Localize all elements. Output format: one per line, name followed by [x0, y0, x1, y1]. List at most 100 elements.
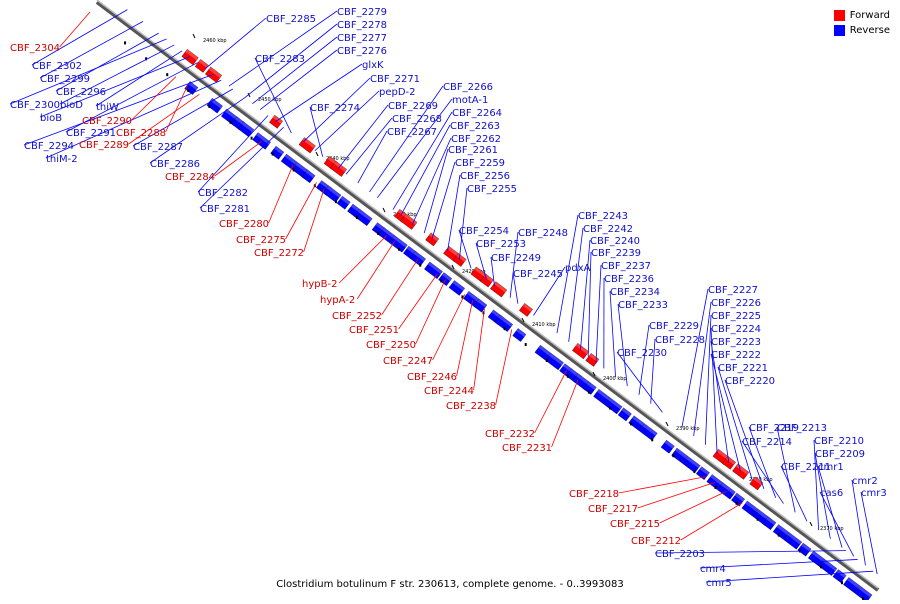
- forward-gene-label: CBF_2251: [349, 325, 399, 336]
- label-leader: [346, 118, 392, 174]
- forward-gene-label: CBF_2252: [332, 311, 382, 322]
- reverse-gene-label: CBF_2279: [337, 7, 387, 18]
- feature-mark: [398, 248, 400, 251]
- reverse-gene-label: cmr3: [861, 488, 887, 499]
- reverse-gene-label: CBF_2237: [601, 261, 651, 272]
- label-leader: [618, 304, 627, 386]
- feature-mark: [588, 391, 590, 394]
- forward-gene: [299, 137, 316, 153]
- feature-mark: [693, 470, 695, 473]
- reverse-gene-label: CBF_2299: [40, 74, 90, 85]
- feature-mark: [187, 89, 189, 92]
- feature-mark: [757, 518, 759, 521]
- reverse-gene-label: cmr2: [852, 476, 878, 487]
- label-leader: [286, 183, 317, 239]
- reverse-gene-label: CBF_2287: [133, 142, 183, 153]
- feature-mark: [377, 232, 379, 235]
- feature-mark: [440, 280, 442, 283]
- reverse-gene-label: CBF_2263: [450, 121, 500, 132]
- reverse-gene-label: CBF_2234: [610, 287, 660, 298]
- feature-mark: [335, 200, 337, 203]
- forward-gene-label: CBF_2272: [254, 248, 304, 259]
- forward-gene: [732, 464, 749, 480]
- label-leader: [781, 466, 807, 521]
- forward-gene-label: CBF_2244: [424, 386, 474, 397]
- reverse-gene-label: CBF_2240: [590, 236, 640, 247]
- reverse-gene: [253, 133, 271, 150]
- forward-gene: [426, 233, 439, 246]
- reverse-gene-label: CBF_2225: [711, 311, 761, 322]
- forward-gene-label: CBF_2217: [588, 504, 638, 515]
- feature-mark: [546, 359, 548, 362]
- label-leader: [552, 380, 579, 448]
- reverse-gene-label: CBF_2222: [711, 350, 761, 361]
- forward-gene: [269, 115, 282, 128]
- scale-tick: [316, 152, 318, 156]
- label-leader: [357, 241, 394, 299]
- scale-tick: [193, 34, 195, 38]
- forward-gene-label: CBF_2275: [236, 235, 286, 246]
- feature-mark: [356, 216, 358, 219]
- label-leader: [433, 294, 465, 360]
- label-leader: [304, 188, 325, 252]
- label-leader: [416, 280, 446, 344]
- reverse-gene-label: CBF_2214: [742, 437, 792, 448]
- legend: Forward Reverse: [834, 8, 890, 38]
- forward-gene: [195, 59, 208, 72]
- feature-mark: [736, 502, 738, 505]
- label-leader: [399, 274, 438, 329]
- forward-gene-label: CBF_2304: [10, 43, 60, 54]
- forward-gene-label: CBF_2246: [407, 372, 457, 383]
- feature-mark: [419, 264, 421, 267]
- label-leader: [269, 165, 293, 223]
- reverse-gene-label: CBF_2276: [337, 46, 387, 57]
- scale-tick-label: 2460 kbp: [203, 38, 227, 44]
- label-leader: [412, 138, 451, 224]
- reverse-gene-label: CBF_2254: [459, 226, 509, 237]
- label-leader: [619, 477, 707, 493]
- label-leader: [166, 86, 188, 133]
- feature-mark: [525, 343, 527, 346]
- reverse-gene-label: CBF_2261: [448, 145, 498, 156]
- reverse-gene-label: CBF_2282: [198, 188, 248, 199]
- reverse-gene-label: CBF_2248: [518, 228, 568, 239]
- reverse-gene-label: CBF_2245: [513, 269, 563, 280]
- label-leader: [861, 492, 877, 574]
- reverse-gene-label: CBF_2221: [718, 363, 768, 374]
- reverse-gene-label: CBF_2296: [56, 87, 106, 98]
- forward-gene-label: CBF_2288: [116, 128, 166, 139]
- forward-gene-label: CBF_2238: [446, 401, 496, 412]
- feature-mark: [229, 121, 231, 124]
- reverse-gene-label: pdxA: [565, 263, 591, 274]
- reverse-gene: [449, 280, 465, 295]
- forward-gene-label: CBF_2290: [82, 116, 132, 127]
- forward-gene-label: CBF_2280: [219, 219, 269, 230]
- scale-tick-label: 2390 kbp: [676, 426, 700, 432]
- reverse-gene: [513, 328, 526, 341]
- feature-mark: [778, 534, 780, 537]
- forward-swatch: [834, 10, 845, 21]
- label-leader: [252, 37, 337, 104]
- forward-gene-label: CBF_2232: [485, 429, 535, 440]
- feature-mark: [251, 137, 253, 140]
- feature-mark: [672, 454, 674, 457]
- label-leader: [132, 77, 176, 120]
- forward-gene: [490, 282, 507, 298]
- reverse-gene-label: pepD-2: [379, 87, 416, 98]
- forward-gene-label: CBF_2284: [165, 172, 215, 183]
- legend-reverse-label: Reverse: [850, 25, 890, 36]
- feature-mark: [293, 168, 295, 171]
- label-leader: [424, 149, 448, 233]
- forward-gene: [586, 353, 599, 366]
- forward-gene-label: CBF_2218: [569, 489, 619, 500]
- label-leader: [448, 175, 460, 251]
- reverse-gene-label: CBF_2291: [66, 128, 116, 139]
- scale-tick: [666, 422, 668, 426]
- label-leader: [569, 228, 583, 342]
- reverse-gene-label: CBF_2302: [32, 61, 82, 72]
- reverse-gene-label: CBF_2249: [491, 253, 541, 264]
- reverse-gene-label: CBF_2300: [10, 100, 60, 111]
- feature-mark: [609, 407, 611, 410]
- reverse-gene-label: CBF_2226: [711, 298, 761, 309]
